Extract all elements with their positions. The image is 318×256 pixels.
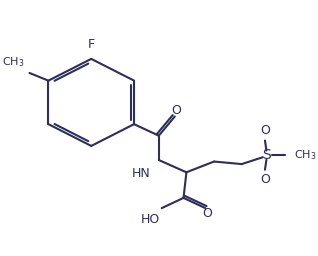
Text: HO: HO [141,213,160,226]
Text: CH$_3$: CH$_3$ [294,148,316,162]
Text: F: F [88,38,95,51]
Text: CH$_3$: CH$_3$ [2,55,24,69]
Text: O: O [260,124,270,137]
Text: S: S [262,148,271,162]
Text: HN: HN [132,167,151,180]
Text: O: O [260,174,270,186]
Text: O: O [202,207,212,220]
Text: O: O [171,104,181,116]
